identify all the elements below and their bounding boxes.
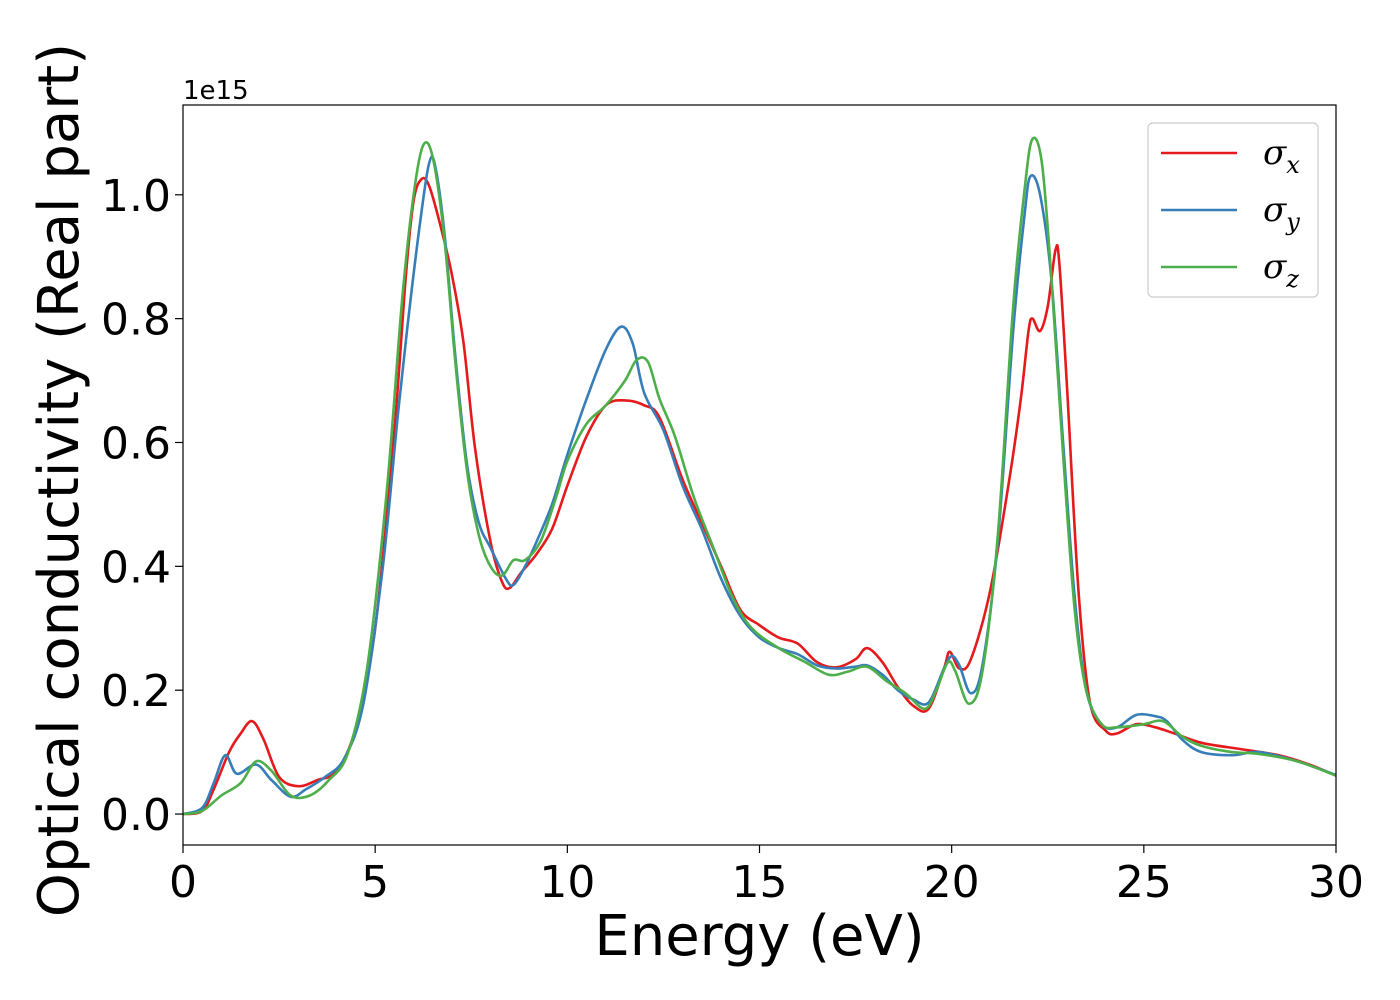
x-tick-label: 10 [539, 857, 595, 908]
series-layer [182, 136, 1337, 816]
y-tick-label: 0.8 [101, 295, 171, 346]
x-tick-label: 5 [361, 857, 389, 908]
legend-label-y: σy [1263, 190, 1300, 236]
legend-label-x: σx [1263, 133, 1300, 179]
y-tick-label: 0.2 [101, 666, 171, 717]
x-axis: 0 5 10 15 20 25 30 [169, 845, 1364, 908]
y-tick-label: 0.6 [101, 418, 171, 469]
series-line-z [182, 136, 1337, 816]
y-axis: 0.0 0.2 0.4 0.6 0.8 1.0 [101, 171, 183, 841]
x-axis-label: Energy (eV) [594, 904, 924, 969]
legend: σx σy σz [1147, 122, 1319, 298]
x-tick-label: 25 [1116, 857, 1172, 908]
x-tick-label: 0 [169, 857, 197, 908]
x-tick-label: 30 [1308, 857, 1364, 908]
legend-label-z: σz [1263, 247, 1299, 293]
y-tick-label: 1.0 [101, 171, 171, 222]
y-tick-label: 0.0 [101, 790, 171, 841]
y-axis-label: Optical conductivity (Real part) [27, 43, 92, 917]
y-offset-label: 1e15 [183, 76, 249, 106]
x-tick-label: 20 [924, 857, 980, 908]
x-tick-label: 15 [732, 857, 788, 908]
y-tick-label: 0.4 [101, 542, 171, 593]
